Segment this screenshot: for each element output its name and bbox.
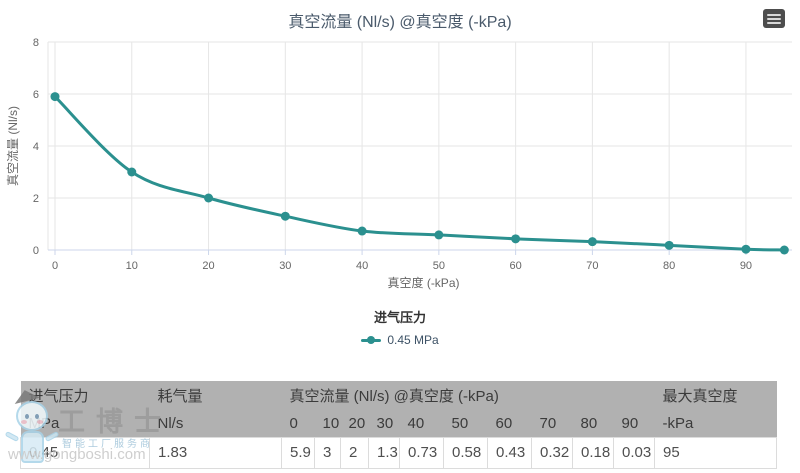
data-point[interactable]: [741, 244, 751, 254]
data-point[interactable]: [664, 240, 674, 250]
table-cell: 0.45: [20, 436, 150, 469]
legend-item-label: 0.45 MPa: [387, 333, 439, 347]
table-cell: 3: [314, 436, 341, 469]
table-cell: 0.58: [443, 436, 488, 469]
data-point[interactable]: [280, 211, 290, 221]
data-point[interactable]: [127, 167, 137, 177]
legend-items: 0.45 MPa: [361, 333, 439, 347]
table-subheader-cell: 50: [443, 410, 488, 437]
x-tick-label: 50: [433, 260, 445, 272]
table-subheader-cell: 70: [531, 410, 573, 437]
data-point[interactable]: [587, 237, 597, 247]
y-tick-label: 8: [33, 37, 39, 49]
table-cell: 5.9: [281, 436, 315, 469]
table-subheader-cell: 20: [340, 410, 369, 437]
chart-title: 真空流量 (Nl/s) @真空度 (-kPa): [288, 14, 512, 31]
table-subheader-cell: 10: [314, 410, 341, 437]
x-tick-label: 0: [52, 260, 58, 272]
table-cell: 95: [654, 436, 778, 469]
mascot-arm: [4, 431, 20, 442]
export-menu-button[interactable]: [763, 9, 785, 28]
x-tick-label: 20: [202, 260, 214, 272]
table-subheader-cell: MPa: [20, 410, 150, 437]
series-marker-icon: [361, 336, 382, 344]
spec-table: 进气压力 耗气量 真空流量 (Nl/s) @真空度 (-kPa) 最大真空度 MPa Nl…: [20, 381, 778, 469]
x-tick-label: 80: [663, 260, 675, 272]
data-point[interactable]: [50, 92, 60, 102]
table-row: 0.45 1.83 5.9 3 2 1.3 0.73 0.58 0.43 0.32 0.18 0.03…: [20, 436, 778, 469]
table-subheader-cell: 40: [399, 410, 444, 437]
x-tick-label: 40: [356, 260, 368, 272]
chart-legend: 进气压力 0.45 MPa: [0, 307, 800, 347]
legend-item[interactable]: 0.45 MPa: [361, 333, 439, 347]
data-point[interactable]: [779, 245, 789, 255]
table-cell: 1.83: [149, 436, 282, 469]
table-header-cell: 最大真空度: [654, 381, 777, 410]
hamburger-icon: [767, 21, 781, 24]
table-subheader-cell: 30: [368, 410, 400, 437]
table-cell: 0.18: [572, 436, 614, 469]
x-axis-title: 真空度 (-kPa): [387, 275, 459, 290]
y-tick-label: 2: [33, 193, 39, 205]
x-tick-label: 60: [510, 260, 522, 272]
table-header-cell: 进气压力: [20, 381, 150, 410]
data-point[interactable]: [434, 230, 444, 240]
table-cell: 0.32: [531, 436, 573, 469]
x-tick-label: 10: [126, 260, 138, 272]
table-subheader-cell: 80: [572, 410, 614, 437]
series-line: [53, 95, 785, 252]
table-subheader-cell: Nl/s: [149, 410, 282, 437]
x-tick-label: 30: [279, 260, 291, 272]
table-subheader-cell: 60: [487, 410, 532, 437]
y-tick-label: 6: [33, 89, 39, 101]
table-cell: 1.3: [368, 436, 400, 469]
table-header-cell: 真空流量 (Nl/s) @真空度 (-kPa): [281, 381, 655, 410]
table-cell: 0.73: [399, 436, 444, 469]
y-axis-title: 真空流量 (Nl/s): [6, 106, 20, 186]
data-point[interactable]: [511, 234, 521, 244]
y-tick-label: 0: [33, 245, 39, 257]
hamburger-icon: [767, 13, 781, 16]
x-tick-label: 90: [740, 260, 752, 272]
data-point[interactable]: [357, 226, 367, 236]
hamburger-icon: [767, 17, 781, 20]
table-subheader-cell: 90: [613, 410, 655, 437]
y-tick-label: 4: [33, 141, 39, 153]
data-point[interactable]: [204, 193, 214, 203]
table-header-cell: 耗气量: [149, 381, 282, 410]
table-cell: 2: [340, 436, 369, 469]
table-cell: 0.03: [612, 436, 656, 469]
table-subheader-cell: -kPa: [654, 410, 777, 437]
table-subheader-cell: 0: [281, 410, 315, 437]
legend-title: 进气压力: [373, 310, 426, 325]
table-cell: 0.43: [487, 436, 532, 469]
x-tick-label: 70: [586, 260, 598, 272]
